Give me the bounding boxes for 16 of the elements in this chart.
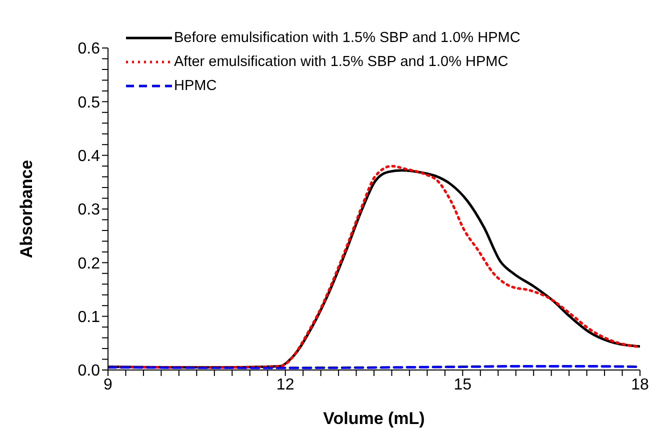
- y-tick-label: 0.4: [78, 148, 100, 166]
- y-tick-label: 0.1: [78, 309, 100, 326]
- x-tick-label: 18: [631, 376, 649, 394]
- x-tick-label: 12: [276, 376, 294, 394]
- y-tick-label: 0.6: [78, 40, 100, 58]
- x-axis-title: Volume (mL): [323, 409, 425, 428]
- y-tick-label: 0.5: [78, 94, 100, 112]
- y-tick-label: 0.2: [78, 255, 100, 272]
- y-tick-label: 0.0: [78, 362, 100, 380]
- x-tick-label: 9: [104, 376, 113, 394]
- y-axis-title: Absorbance: [17, 160, 36, 258]
- legend-label: Before emulsification with 1.5% SBP and 1.0% HPMC: [174, 29, 520, 48]
- y-tick-label: 0.3: [78, 202, 100, 219]
- x-tick-label: 15: [454, 376, 472, 394]
- legend-label: HPMC: [174, 77, 217, 96]
- legend-label: After emulsification with 1.5% SBP and 1.0% HPMC: [174, 53, 508, 72]
